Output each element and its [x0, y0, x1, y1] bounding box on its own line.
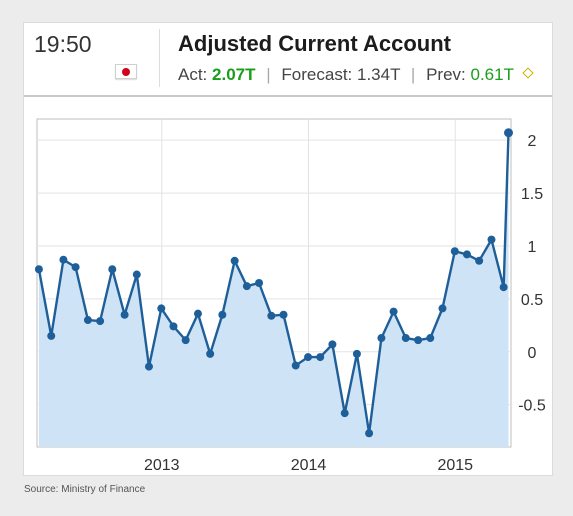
y-tick-label: 0.5: [521, 292, 543, 309]
data-point: [279, 310, 288, 319]
data-point: [108, 265, 117, 274]
data-point: [304, 353, 313, 362]
data-point: [242, 282, 251, 291]
y-tick-label: 1: [528, 239, 537, 256]
data-point: [401, 334, 410, 343]
data-point: [340, 409, 349, 418]
y-tick-label: -0.5: [518, 398, 546, 415]
data-point: [169, 322, 178, 331]
data-point: [377, 334, 386, 343]
data-point: [206, 349, 215, 358]
data-point: [157, 304, 166, 313]
actual-value: 2.07T: [212, 65, 256, 84]
header-divider: [159, 29, 160, 87]
source-note: Source: Ministry of Finance: [24, 484, 146, 495]
data-point: [389, 307, 398, 316]
data-point: [291, 361, 300, 370]
x-tick-label: 2013: [144, 457, 180, 474]
y-tick-label: 1.5: [521, 186, 543, 203]
data-point: [438, 304, 447, 313]
y-tick-label: 0: [528, 345, 537, 362]
data-point: [218, 310, 227, 319]
data-point: [504, 128, 514, 138]
indicator-title: Adjusted Current Account: [178, 31, 451, 56]
area-chart: -0.5 0 0.5 1 1.5 2 2013 2014 2015: [34, 118, 546, 474]
forecast-label: Forecast:: [281, 65, 353, 84]
data-point: [316, 353, 325, 362]
indicator-card: 19:50 Adjusted Current Account Act: 2.07…: [23, 22, 553, 476]
stat-separator: |: [410, 65, 416, 84]
data-point: [120, 310, 129, 319]
data-point: [34, 265, 43, 274]
data-point: [475, 256, 484, 265]
data-point: [426, 334, 435, 343]
stat-separator: |: [266, 65, 271, 84]
actual-label: Act:: [178, 65, 208, 84]
data-point: [71, 263, 80, 272]
data-point: [59, 255, 68, 264]
previous-label: Prev:: [426, 65, 466, 84]
series-line: [37, 132, 510, 435]
data-point: [255, 279, 264, 287]
y-tick-label: 2: [528, 133, 537, 150]
indicator-stats: Act: 2.07T | Forecast: 1.34T | Prev: 0.6…: [178, 65, 535, 85]
data-point: [83, 316, 92, 325]
data-point: [499, 283, 508, 292]
series-area: [38, 132, 509, 448]
data-point: [267, 311, 276, 320]
data-point: [96, 317, 105, 326]
data-point: [328, 340, 337, 349]
data-point: [462, 250, 471, 259]
forecast-value: 1.34T: [357, 65, 401, 84]
japan-flag-icon: [115, 64, 137, 79]
data-point: [352, 349, 361, 358]
data-point: [132, 270, 141, 279]
data-point: [230, 256, 239, 265]
x-tick-label: 2014: [291, 457, 327, 474]
data-point: [365, 429, 374, 438]
data-point: [450, 247, 459, 256]
x-tick-label: 2015: [437, 457, 473, 474]
previous-value: 0.61T: [470, 65, 514, 84]
release-time: 19:50: [34, 31, 92, 57]
data-point: [487, 235, 496, 244]
data-point: [193, 309, 202, 318]
data-point: [181, 336, 190, 345]
data-point: [144, 362, 153, 371]
indicator-header: 19:50 Adjusted Current Account Act: 2.07…: [24, 23, 552, 97]
data-point: [47, 331, 56, 340]
data-point: [414, 336, 423, 345]
